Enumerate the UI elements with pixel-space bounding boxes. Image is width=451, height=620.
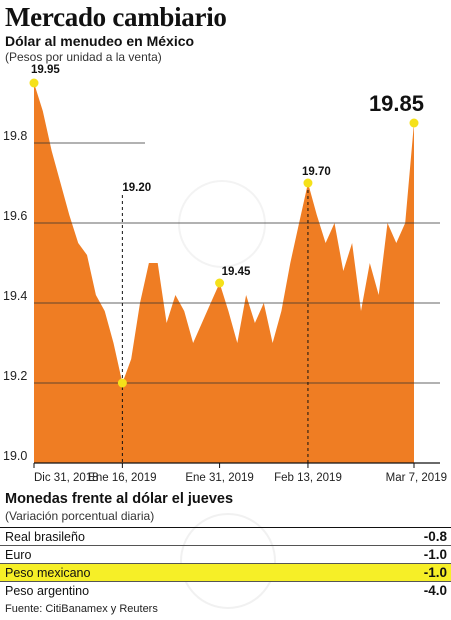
currency-name: Peso mexicano xyxy=(5,566,91,580)
currency-name: Euro xyxy=(5,548,32,562)
marker-layer xyxy=(29,78,419,388)
watermark-seal xyxy=(178,180,266,268)
currency-change: -1.0 xyxy=(423,547,447,562)
data-marker xyxy=(29,78,39,88)
currency-name: Real brasileño xyxy=(5,530,85,544)
chart-subtitle: Dólar al menudeo en México xyxy=(5,33,195,49)
currency-change: -4.0 xyxy=(423,583,447,598)
data-marker xyxy=(215,278,225,288)
watermark-seal xyxy=(180,513,276,609)
guide-layer xyxy=(121,190,309,463)
table-row: Euro -1.0 xyxy=(0,545,451,563)
table-note: (Variación porcentual diaria) xyxy=(5,509,155,523)
currency-change: -1.0 xyxy=(423,565,447,580)
x-tick-label: Mar 7, 2019 xyxy=(386,472,447,484)
data-label: 19.85 xyxy=(369,91,424,116)
data-label: 19.95 xyxy=(31,64,60,76)
currency-name: Peso argentino xyxy=(5,584,90,598)
chart-unit-note: (Pesos por unidad a la venta) xyxy=(5,50,162,64)
data-label-layer: 19.95 19.20 19.45 19.70 19.85 xyxy=(31,64,424,278)
data-label: 19.70 xyxy=(302,166,331,178)
y-axis: 19.0 19.2 19.4 19.6 19.8 xyxy=(3,129,27,463)
grid-layer xyxy=(34,142,440,464)
area-fill xyxy=(34,83,414,463)
page-title: Mercado cambiario xyxy=(5,2,227,32)
table-row: Peso argentino -4.0 xyxy=(0,581,451,599)
table-title: Monedas frente al dólar el jueves xyxy=(5,491,234,507)
y-tick-label: 19.2 xyxy=(3,369,27,383)
x-tick-label: Feb 13, 2019 xyxy=(274,472,342,484)
data-label: 19.45 xyxy=(222,266,251,278)
table-row: Real brasileño -0.8 xyxy=(0,527,451,545)
data-marker xyxy=(409,118,419,128)
data-marker xyxy=(303,178,313,188)
y-tick-label: 19.8 xyxy=(3,129,27,143)
y-tick-label: 19.6 xyxy=(3,209,27,223)
currency-change: -0.8 xyxy=(423,529,447,544)
table-row-highlighted: Peso mexicano -1.0 xyxy=(0,563,451,581)
y-tick-label: 19.4 xyxy=(3,289,27,303)
data-label: 19.20 xyxy=(122,182,151,194)
currency-table: Real brasileño -0.8 Euro -1.0 Peso mexic… xyxy=(0,527,451,599)
x-tick-label: Ene 16, 2019 xyxy=(88,472,156,484)
x-tick-label: Dic 31, 2018 xyxy=(34,472,99,484)
data-marker xyxy=(117,378,127,388)
y-tick-label: 19.0 xyxy=(3,449,27,463)
x-tick-label: Ene 31, 2019 xyxy=(185,472,253,484)
source-note: Fuente: CitiBanamex y Reuters xyxy=(5,603,158,615)
area-layer xyxy=(34,83,414,463)
